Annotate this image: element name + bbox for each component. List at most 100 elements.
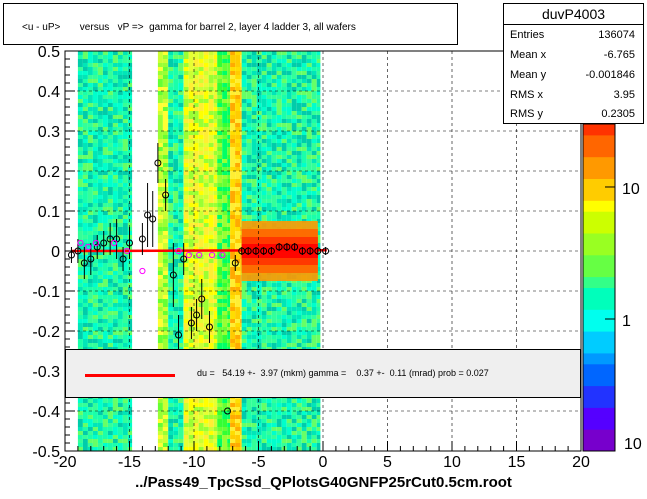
- heatmap-cell: [217, 227, 223, 231]
- heatmap-cell: [316, 115, 321, 119]
- heatmap-cell: [271, 439, 277, 443]
- heatmap-cell: [178, 307, 184, 311]
- heatmap-cell: [281, 171, 287, 175]
- heatmap-cell: [311, 335, 317, 339]
- heatmap-cell: [92, 323, 98, 327]
- heatmap-cell: [157, 435, 163, 439]
- heatmap-cell: [213, 71, 218, 75]
- heatmap-cell: [117, 235, 123, 239]
- heatmap-cell: [183, 243, 189, 247]
- heatmap-cell: [102, 271, 108, 275]
- heatmap-cell: [276, 79, 282, 83]
- heatmap-cell: [251, 299, 257, 303]
- heatmap-cell: [291, 67, 297, 71]
- heatmap-cell: [281, 211, 287, 215]
- heatmap-cell: [266, 443, 272, 447]
- heatmap-cell: [87, 91, 93, 95]
- heatmap-cell: [286, 443, 292, 447]
- heatmap-cell: [261, 339, 267, 343]
- heatmap-cell: [235, 155, 241, 159]
- heatmap-cell: [316, 243, 321, 247]
- heatmap-cell: [296, 411, 302, 415]
- heatmap-cell: [291, 175, 297, 179]
- heatmap-cell: [316, 59, 321, 63]
- heatmap-cell: [122, 191, 128, 195]
- heatmap-cell: [157, 255, 163, 259]
- heatmap-cell: [316, 103, 321, 107]
- heatmap-cell: [213, 315, 218, 319]
- heatmap-cell: [82, 55, 88, 59]
- x-tick-label: -15: [118, 454, 141, 471]
- heatmap-cell: [117, 443, 123, 447]
- heatmap-cell: [77, 299, 83, 303]
- heatmap-cell: [183, 227, 184, 231]
- heatmap-cell: [291, 343, 297, 347]
- heatmap-cell: [112, 191, 118, 195]
- heatmap-cell: [92, 231, 98, 235]
- heatmap-cell: [286, 151, 292, 155]
- heatmap-cell: [77, 203, 83, 207]
- heatmap-cell: [222, 271, 228, 275]
- heatmap-cell: [276, 103, 282, 107]
- heatmap-cell: [97, 267, 103, 271]
- heatmap-cell: [230, 207, 236, 211]
- heatmap-cell: [117, 215, 123, 219]
- heatmap-cell: [241, 207, 247, 211]
- heatmap-cell: [173, 155, 179, 159]
- heatmap-cell: [246, 147, 252, 151]
- heatmap-cell: [188, 195, 194, 199]
- heatmap-cell: [316, 319, 321, 323]
- heatmap-cell: [266, 71, 272, 75]
- heatmap-cell: [291, 163, 297, 167]
- profile-point-alt: [85, 243, 92, 251]
- heatmap-cell: [77, 267, 83, 271]
- heatmap-cell: [82, 131, 88, 135]
- heatmap-cell: [157, 91, 163, 95]
- heatmap-cell: [183, 119, 189, 123]
- heatmap-cell: [217, 275, 223, 279]
- profile-point: [149, 215, 157, 223]
- heatmap-cell: [127, 263, 133, 267]
- heatmap-cell: [168, 79, 174, 83]
- heatmap-cell: [183, 115, 184, 119]
- heatmap-cell: [246, 83, 252, 87]
- heatmap-cell: [213, 427, 218, 431]
- heatmap-cell: [306, 415, 312, 419]
- heatmap-cell: [112, 171, 118, 175]
- heatmap-cell: [203, 203, 209, 207]
- heatmap-cell: [82, 71, 88, 75]
- heatmap-cell: [117, 415, 123, 419]
- heatmap-cell: [222, 403, 228, 407]
- heatmap-cell: [246, 323, 252, 327]
- heatmap-cell: [92, 195, 98, 199]
- heatmap-cell: [168, 343, 174, 347]
- heatmap-cell: [112, 219, 118, 223]
- heatmap-cell: [311, 311, 317, 315]
- heatmap-cell: [92, 327, 98, 331]
- heatmap-cell: [256, 119, 262, 123]
- heatmap-cell: [92, 319, 98, 323]
- heatmap-cell: [178, 215, 184, 219]
- heatmap-cell: [261, 427, 267, 431]
- heatmap-cell: [230, 187, 236, 191]
- heatmap-cell: [227, 255, 231, 259]
- heatmap-cell: [266, 167, 272, 171]
- heatmap-cell: [246, 75, 252, 79]
- heatmap-cell: [102, 407, 108, 411]
- heatmap-cell: [208, 399, 214, 403]
- heatmap-cell: [230, 167, 236, 171]
- heatmap-cell: [222, 179, 228, 183]
- heatmap-cell: [240, 415, 242, 419]
- heatmap-cell: [188, 179, 194, 183]
- heatmap-cell: [173, 199, 179, 203]
- heatmap-cell: [82, 311, 88, 315]
- heatmap-cell: [240, 135, 242, 139]
- heatmap-cell: [246, 335, 252, 339]
- heatmap-cell: [162, 103, 168, 107]
- heatmap-cell: [261, 323, 267, 327]
- heatmap-cell: [188, 111, 194, 115]
- heatmap-cell: [97, 447, 103, 451]
- heatmap-cell: [157, 343, 163, 347]
- heatmap-cell: [301, 211, 307, 215]
- heatmap-cell: [203, 155, 209, 159]
